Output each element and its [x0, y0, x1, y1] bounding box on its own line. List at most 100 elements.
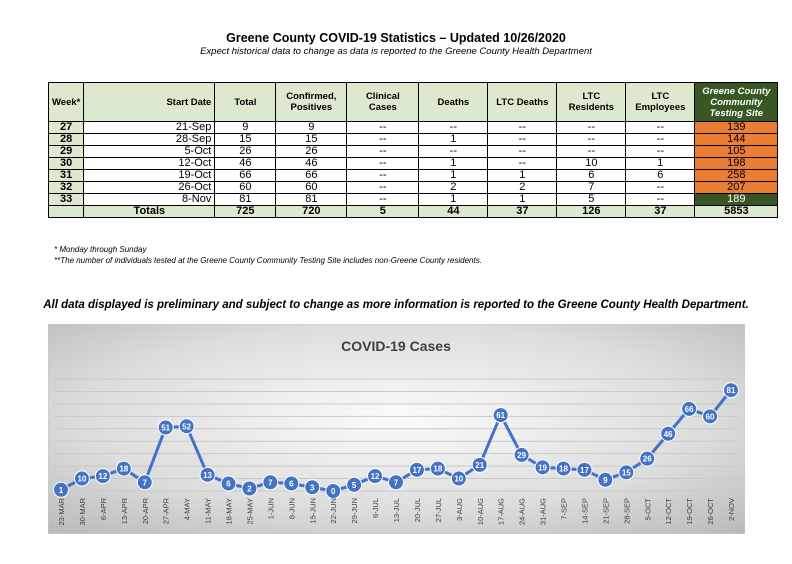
x-tick-label: 25-MAY	[245, 498, 254, 525]
data-point-marker	[157, 419, 174, 436]
cell-gc: 198	[694, 157, 779, 170]
totals-ltc-emp: 37	[625, 205, 696, 218]
data-point: 21	[471, 456, 488, 473]
cell-clinical: --	[346, 169, 420, 182]
cell-confirmed: 46	[275, 157, 348, 170]
data-label: 26	[643, 455, 652, 464]
data-point-marker	[450, 470, 467, 487]
cell-ltc-deaths: 2	[487, 181, 558, 194]
totals-ltc-res: 126	[556, 205, 627, 218]
cell-total: 81	[214, 193, 277, 206]
table-row: 29 5-Oct 26 26 -- -- -- -- -- 105	[47, 145, 779, 158]
data-label: 17	[412, 466, 421, 475]
data-point: 51	[157, 419, 174, 436]
data-point-marker	[639, 450, 656, 467]
x-tick-label: 14-SEP	[580, 498, 589, 524]
x-tick-label: 22-JUN	[329, 498, 338, 523]
data-point-marker	[660, 425, 677, 442]
cases-line-chart: 1 10 12 18 7 51 52 13 6 2 7 6 3 0 5 12 7 17 18 10 21 61 29 19 18…	[48, 324, 745, 534]
col-confirmed: Confirmed, Positives	[275, 82, 348, 122]
x-tick-label: 30-MAR	[78, 497, 87, 525]
cell-deaths: --	[418, 121, 489, 134]
cell-ltc-emp: 6	[625, 169, 696, 182]
cell-ltc-emp: --	[625, 121, 696, 134]
data-label: 81	[727, 386, 736, 395]
table-header-row: Week* Start Date Total Confirmed, Positiv…	[47, 82, 779, 122]
data-label: 5	[352, 481, 357, 490]
data-point: 3	[304, 479, 321, 496]
cell-ltc-res: --	[556, 121, 627, 134]
col-ltc-residents: LTC Residents	[556, 82, 627, 122]
data-point-marker	[555, 460, 572, 477]
data-point: 9	[597, 471, 614, 488]
data-label: 3	[310, 483, 315, 492]
page-subtitle: Expect historical data to change as data…	[200, 46, 592, 57]
data-point-marker	[94, 468, 111, 485]
data-label: 7	[268, 478, 273, 487]
footnote-2: **The number of individuals tested at th…	[54, 256, 482, 265]
data-point: 6	[220, 475, 237, 492]
x-tick-label: 17-AUG	[497, 498, 506, 525]
totals-confirmed: 720	[275, 205, 348, 218]
cell-ltc-emp: 1	[625, 157, 696, 170]
table-row: 33 8-Nov 81 81 -- 1 1 5 -- 189	[47, 193, 779, 206]
x-tick-label: 28-SEP	[622, 498, 631, 524]
x-tick-label: 6-JUL	[371, 498, 380, 518]
data-label: 15	[622, 468, 631, 477]
x-tick-label: 20-APR	[141, 497, 150, 524]
data-point-marker	[136, 474, 153, 491]
data-point-marker	[534, 459, 551, 476]
data-point-marker	[304, 479, 321, 496]
data-label: 17	[580, 466, 589, 475]
data-point: 60	[702, 408, 719, 425]
totals-total: 725	[214, 205, 277, 218]
cell-total: 60	[214, 181, 277, 194]
data-label: 18	[433, 465, 442, 474]
x-tick-label: 27-JUL	[434, 498, 443, 522]
data-label: 7	[394, 478, 399, 487]
x-tick-label: 27-APR	[162, 497, 171, 524]
cell-ltc-res: 10	[556, 157, 627, 170]
data-point: 17	[576, 461, 593, 478]
cell-date: 21-Sep	[83, 121, 216, 134]
data-label: 13	[203, 471, 212, 480]
cell-ltc-res: 6	[556, 169, 627, 182]
cell-total: 66	[214, 169, 277, 182]
cell-ltc-res: 5	[556, 193, 627, 206]
col-total: Total	[214, 82, 277, 122]
data-point: 18	[429, 460, 446, 477]
cell-date: 12-Oct	[83, 157, 216, 170]
statistics-table: Week* Start Date Total Confirmed, Positiv…	[47, 82, 779, 218]
data-point-marker	[73, 470, 90, 487]
table-row: 27 21-Sep 9 9 -- -- -- -- -- 139	[47, 121, 779, 134]
data-label: 6	[289, 480, 294, 489]
cell-total: 26	[214, 145, 277, 158]
data-point-marker	[367, 468, 384, 485]
x-tick-label: 13-APR	[120, 497, 129, 524]
data-label: 18	[119, 465, 128, 474]
data-label: 9	[603, 476, 608, 485]
x-tick-label: 18-MAY	[225, 498, 234, 525]
data-label: 29	[517, 451, 526, 460]
data-label: 0	[331, 487, 336, 496]
cell-week: 30	[47, 157, 85, 170]
data-point-marker	[408, 461, 425, 478]
cell-clinical: --	[346, 193, 420, 206]
cell-week: 31	[47, 169, 85, 182]
x-tick-label: 2-NOV	[727, 498, 736, 521]
cell-ltc-emp: --	[625, 133, 696, 146]
data-point: 1	[53, 481, 69, 498]
data-label: 66	[685, 405, 694, 414]
data-point: 0	[325, 483, 342, 499]
data-point: 12	[94, 468, 111, 485]
data-point-marker	[115, 460, 132, 477]
data-point-marker	[388, 474, 404, 491]
x-tick-label: 7-SEP	[560, 498, 569, 520]
cell-confirmed: 81	[275, 193, 348, 206]
footnote-1: * Monday through Sunday	[54, 245, 147, 254]
data-point: 29	[513, 446, 530, 463]
cell-week: 27	[47, 121, 85, 134]
data-point: 6	[283, 475, 300, 492]
data-point: 52	[178, 418, 195, 435]
x-tick-label: 19-OCT	[685, 498, 694, 525]
